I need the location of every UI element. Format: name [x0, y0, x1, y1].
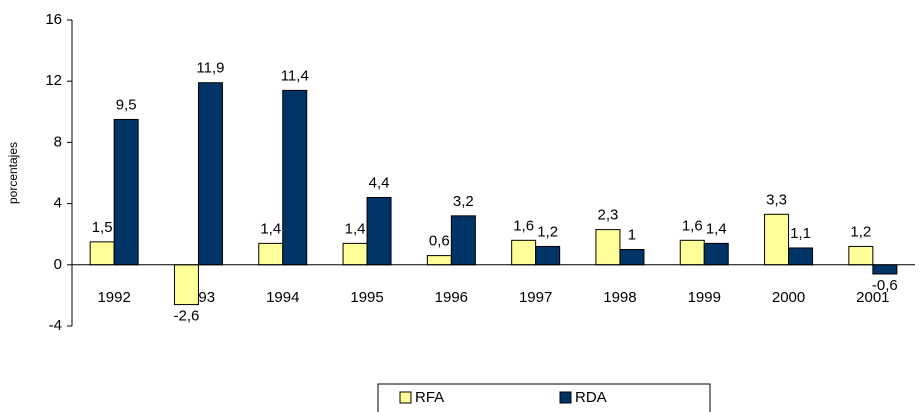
value-label: 3,2: [453, 193, 474, 210]
value-label: 1,2: [850, 223, 871, 240]
x-tick-label: 2000: [772, 289, 805, 306]
value-label: 4,4: [369, 174, 390, 191]
x-tick-label: 1997: [519, 289, 552, 306]
value-label: 1,2: [537, 223, 558, 240]
bar: [426, 255, 452, 266]
bar: [173, 264, 199, 306]
x-tick-label: 1996: [435, 289, 468, 306]
y-tick-label: 4: [54, 195, 62, 212]
bar: [619, 249, 645, 266]
bar: [679, 239, 705, 266]
value-label: 0,6: [429, 233, 450, 250]
bar: [872, 264, 898, 275]
y-axis-label: porcentajes: [6, 142, 20, 204]
legend-label: RFA: [415, 389, 444, 406]
value-label: 1,4: [345, 220, 366, 237]
legend-swatch: [399, 391, 412, 404]
bar: [342, 242, 368, 266]
legend-swatch: [559, 391, 572, 404]
value-label: 1: [628, 226, 636, 243]
legend-box: [377, 383, 711, 412]
y-tick-label: 16: [45, 11, 62, 28]
x-tick-label: 1995: [350, 289, 383, 306]
value-label: 2,3: [598, 207, 619, 224]
bar: [113, 118, 139, 266]
bar: [258, 242, 284, 266]
value-label: 11,9: [196, 60, 224, 77]
bar: [764, 213, 790, 266]
value-label: 1,5: [92, 219, 113, 236]
bar: [848, 245, 874, 266]
value-label: 3,3: [766, 191, 787, 208]
y-tick-label: 12: [45, 72, 62, 89]
x-tick-label: 1998: [603, 289, 636, 306]
bar: [450, 215, 476, 266]
bar: [511, 239, 537, 266]
value-label: 11,4: [281, 67, 309, 84]
y-tick-label: 8: [54, 133, 62, 150]
bar: [595, 229, 621, 266]
bar: [282, 89, 308, 266]
bar: [89, 241, 115, 266]
legend-label: RDA: [575, 389, 607, 406]
x-tick-label: 1992: [97, 289, 130, 306]
value-label: 1,4: [260, 220, 281, 237]
bar: [788, 247, 814, 266]
value-label: 9,5: [116, 96, 137, 113]
x-tick-label: 1999: [688, 289, 721, 306]
value-label: 1,6: [682, 217, 703, 234]
y-tick-label: -4: [49, 317, 62, 334]
x-tick-label: 2001: [856, 289, 889, 306]
value-label: 1,6: [513, 217, 534, 234]
bar: [366, 196, 392, 266]
bar: [703, 242, 729, 266]
value-label: -2,6: [174, 308, 200, 325]
value-label: -0,6: [872, 277, 898, 294]
bar: [197, 82, 223, 266]
value-label: 1,4: [706, 220, 727, 237]
x-tick-label: 1994: [266, 289, 299, 306]
value-label: 1,1: [790, 225, 811, 242]
bar: [535, 245, 561, 266]
y-tick-label: 0: [54, 256, 62, 273]
